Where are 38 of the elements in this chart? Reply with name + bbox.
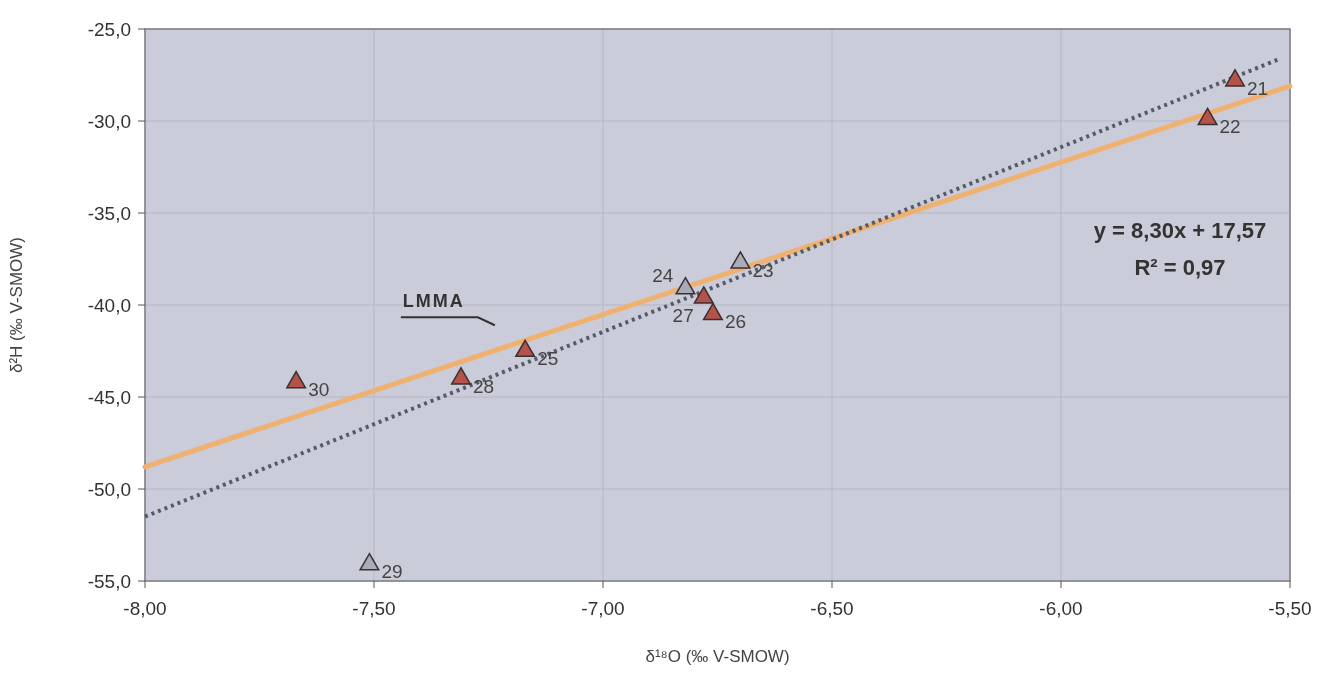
point [675, 276, 696, 295]
x-tick-label: -7,50 [352, 598, 396, 619]
annotation: 21 [1247, 77, 1269, 99]
x-tick-label: -5,50 [1268, 598, 1312, 619]
point [702, 302, 723, 321]
x-tick-label: -6,50 [810, 598, 854, 619]
annotation: y = 8,30x + 17,57 [1093, 218, 1267, 243]
y-tick-label: -45,0 [87, 387, 131, 408]
annotation: 22 [1219, 116, 1241, 138]
x-tick-label: -8,00 [123, 598, 167, 619]
x-axis-title: δ¹⁸O (‰ V-SMOW) [645, 647, 790, 666]
y-tick-label: -25,0 [87, 19, 131, 40]
point [1197, 107, 1218, 126]
point [730, 251, 751, 269]
point [359, 552, 380, 571]
point [515, 339, 536, 358]
y-tick-label: -40,0 [87, 295, 131, 316]
y-tick-label: -50,0 [87, 479, 131, 500]
annotation: 27 [672, 304, 694, 326]
annotation: 29 [381, 561, 403, 583]
x-tick-label: -6,00 [1039, 598, 1083, 619]
annotation: 28 [473, 375, 495, 397]
y-tick-label: -35,0 [87, 203, 131, 224]
y-tick-label: -55,0 [87, 571, 131, 592]
point [693, 286, 714, 304]
y-axis-title: δ²H (‰ V-SMOW) [7, 237, 26, 373]
point [1224, 69, 1246, 87]
point [286, 370, 307, 389]
annotation: 24 [652, 265, 674, 287]
text: LMMA [402, 291, 465, 312]
annotation: 23 [752, 259, 774, 281]
x-tick-label: -7,00 [581, 598, 625, 619]
annotation: 30 [308, 379, 330, 401]
annotation: R² = 0,97 [1134, 255, 1226, 280]
point [450, 367, 472, 385]
annotation: 26 [724, 311, 747, 333]
annotation: 25 [537, 348, 559, 369]
y-tick-label: -30,0 [87, 111, 131, 132]
